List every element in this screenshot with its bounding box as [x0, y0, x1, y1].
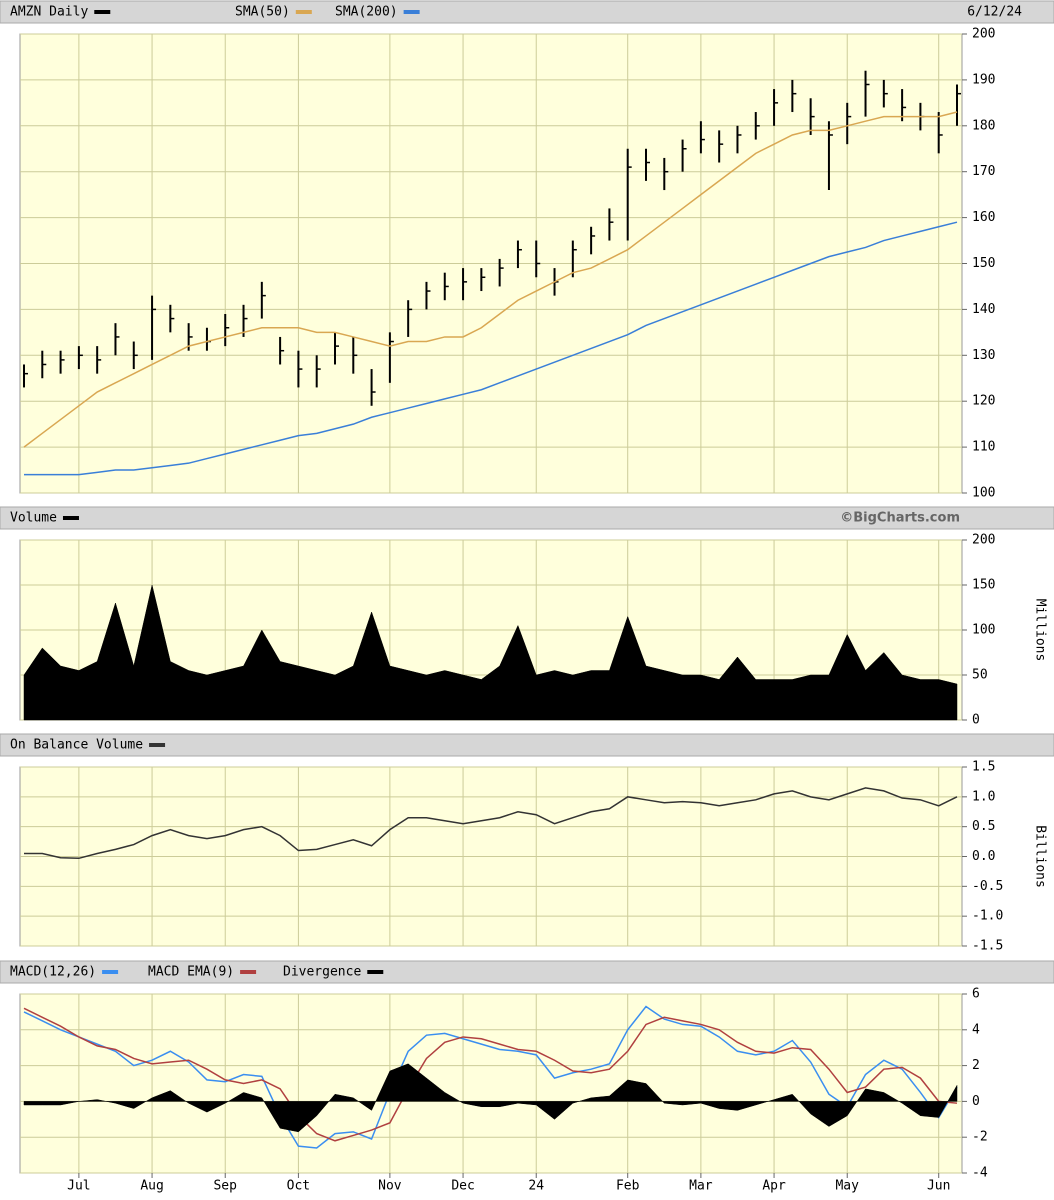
legend-label: SMA(50) [235, 5, 290, 20]
y-tick-label: 200 [972, 533, 995, 548]
x-tick-label: Feb [616, 1179, 640, 1194]
y-tick-label: 1.5 [972, 760, 995, 775]
x-tick-label: Jun [927, 1179, 950, 1194]
x-tick-label: Aug [140, 1179, 163, 1194]
y-tick-label: -1.5 [972, 939, 1003, 954]
y-tick-label: 0.5 [972, 819, 995, 834]
legend-label: MACD(12,26) [10, 965, 96, 980]
legend-swatch [94, 10, 111, 14]
y-tick-label: 120 [972, 394, 995, 409]
y-tick-label: 100 [972, 486, 995, 501]
series-line [24, 221, 958, 476]
y-axis-label: Millions [1033, 599, 1048, 662]
y-tick-label: 140 [972, 302, 995, 317]
plot-area [19, 993, 963, 1174]
y-tick-label: 180 [972, 118, 995, 133]
legend-swatch [102, 970, 119, 974]
y-tick-label: 6 [972, 987, 980, 1002]
series-area [23, 584, 958, 721]
x-tick-label: Oct [287, 1179, 310, 1194]
legend-label: Divergence [283, 965, 361, 980]
x-tick-label: Jul [67, 1179, 90, 1194]
watermark: ©BigCharts.com [840, 511, 960, 526]
date-label: 6/12/24 [967, 5, 1022, 20]
y-tick-label: 150 [972, 578, 995, 593]
x-tick-label: Apr [762, 1179, 786, 1194]
y-tick-label: 130 [972, 348, 995, 363]
y-tick-label: 160 [972, 210, 995, 225]
x-tick-label: Sep [213, 1179, 237, 1194]
y-tick-label: -4 [972, 1166, 988, 1181]
series-area [23, 1063, 958, 1133]
header-bar [0, 0, 1054, 24]
y-tick-label: 100 [972, 623, 995, 638]
legend-swatch [149, 743, 166, 747]
y-tick-label: 50 [972, 668, 988, 683]
x-tick-label: Nov [378, 1179, 402, 1194]
y-tick-label: -2 [972, 1130, 988, 1145]
legend-label: SMA(200) [335, 5, 398, 20]
y-tick-label: 190 [972, 72, 995, 87]
x-tick-label: 24 [528, 1179, 544, 1194]
legend-swatch [295, 10, 312, 14]
y-tick-label: 200 [972, 27, 995, 42]
legend-swatch [403, 10, 420, 14]
y-tick-label: 1.0 [972, 789, 995, 804]
y-tick-label: 150 [972, 256, 995, 271]
y-tick-label: 4 [972, 1022, 980, 1037]
x-tick-label: May [835, 1179, 859, 1194]
y-tick-label: 110 [972, 440, 995, 455]
legend-swatch [62, 516, 79, 520]
y-tick-label: -0.5 [972, 879, 1003, 894]
y-tick-label: -1.0 [972, 909, 1003, 924]
header-bar [0, 960, 1054, 984]
legend-label: AMZN Daily [10, 5, 88, 20]
legend-label: On Balance Volume [10, 738, 143, 753]
x-tick-label: Dec [451, 1179, 474, 1194]
y-tick-label: 0 [972, 713, 980, 728]
y-tick-label: 2 [972, 1058, 980, 1073]
legend-swatch [367, 970, 384, 974]
legend-label: MACD EMA(9) [148, 965, 234, 980]
series-line [23, 1007, 958, 1142]
legend-label: Volume [10, 511, 57, 526]
y-axis-label: Billions [1033, 825, 1048, 888]
series-line [23, 1005, 958, 1149]
y-tick-label: 170 [972, 164, 995, 179]
y-tick-label: 0 [972, 1094, 980, 1109]
header-bar [0, 733, 1054, 757]
y-tick-label: 0.0 [972, 849, 995, 864]
x-tick-label: Mar [689, 1179, 713, 1194]
series-line [23, 111, 958, 448]
header-bar [0, 506, 1054, 530]
legend-swatch [240, 970, 257, 974]
series-line [24, 787, 958, 860]
